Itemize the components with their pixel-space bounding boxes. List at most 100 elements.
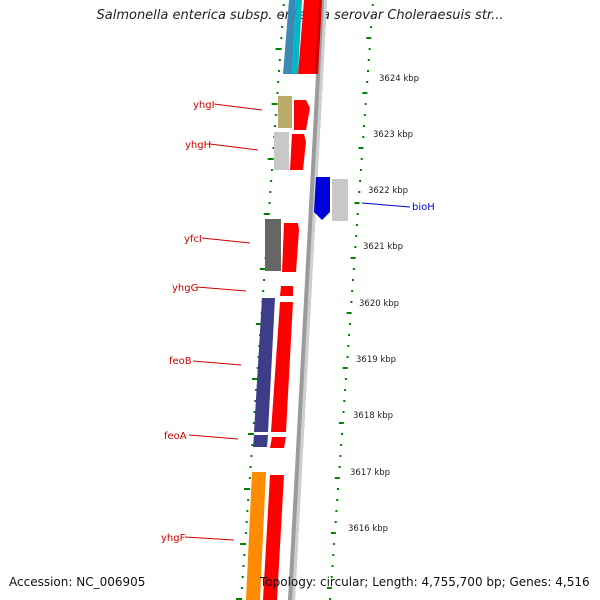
tick-mark: [346, 312, 352, 314]
tick-mark: [342, 367, 348, 369]
tick-mark: [363, 114, 366, 116]
tick-mark: [248, 433, 254, 435]
tick-mark: [269, 191, 272, 193]
tick-mark: [268, 202, 271, 204]
scale-label: 3624 kbp: [379, 74, 419, 84]
tick-mark: [274, 114, 277, 116]
tick-mark: [329, 598, 332, 600]
tick-mark: [252, 422, 255, 424]
tick-mark: [281, 15, 284, 17]
tick-mark: [255, 389, 258, 391]
tick-mark: [262, 290, 265, 292]
tick-mark: [352, 279, 354, 281]
tick-mark: [240, 543, 247, 545]
scale-label: 3617 kbp: [350, 468, 390, 478]
tick-mark: [348, 334, 351, 336]
tick-mark: [362, 92, 368, 94]
tick-mark: [360, 158, 363, 160]
tick-mark: [246, 510, 249, 512]
tick-mark: [366, 81, 369, 83]
scale-label: 3619 kbp: [356, 355, 396, 365]
gene-block-feoA: [253, 435, 286, 448]
gene-block-bioH: [314, 177, 348, 221]
topology-text: Topology: circular; Length: 4,755,700 bp…: [260, 575, 590, 589]
tick-mark: [350, 301, 353, 303]
tick-mark: [351, 290, 354, 292]
label-connectors: [184, 103, 411, 541]
tick-mark: [330, 576, 333, 578]
tick-mark: [236, 598, 243, 600]
gene-block-feoB: [254, 298, 293, 432]
tick-mark: [332, 554, 335, 556]
scale-label: 3618 kbp: [353, 411, 393, 421]
tick-mark: [267, 158, 274, 160]
tick-mark: [255, 323, 262, 325]
tick-mark: [370, 26, 373, 28]
tick-mark: [244, 532, 247, 534]
tick-mark: [348, 323, 351, 325]
tick-mark: [362, 136, 365, 138]
tick-mark: [341, 433, 343, 435]
tick-mark: [338, 422, 344, 424]
tick-mark: [354, 246, 357, 248]
gene-label-yhgG[interactable]: yhgG: [172, 283, 198, 294]
tick-mark: [334, 521, 337, 523]
tick-mark: [249, 466, 252, 468]
tick-mark: [270, 180, 273, 182]
tick-mark: [336, 499, 339, 501]
tick-mark: [270, 169, 273, 171]
gene-label-yhgF[interactable]: yhgF: [161, 533, 186, 544]
tick-mark: [366, 37, 372, 39]
tick-mark: [253, 411, 256, 413]
tick-mark: [338, 466, 341, 468]
gene-block-yhgG: [280, 286, 293, 296]
gene-block-yhgF: [246, 472, 284, 600]
scale-label: 3622 kbp: [368, 186, 408, 196]
tick-mark: [242, 565, 245, 567]
tick-mark: [333, 543, 336, 545]
top-gene-blocks: [283, 0, 322, 74]
tick-mark: [355, 235, 358, 237]
tick-mark: [251, 444, 254, 446]
tick-mark: [244, 488, 250, 490]
tick-mark: [259, 268, 266, 270]
tick-mark: [354, 202, 360, 204]
scale-label: 3623 kbp: [373, 130, 413, 140]
backbone: [288, 0, 327, 600]
tick-mark: [346, 356, 349, 358]
tick-mark: [263, 279, 265, 281]
tick-mark: [334, 477, 340, 479]
tick-mark: [275, 48, 282, 50]
gene-label-yhgH[interactable]: yhgH: [185, 140, 211, 151]
scale-label: 3621 kbp: [363, 242, 403, 252]
scale-labels: 3624 kbp 3623 kbp 3622 kbp 3621 kbp 3620…: [348, 74, 419, 534]
gene-labels: yhgI yhgH yfcI yhgG feoB feoA yhgF bioH: [161, 100, 435, 544]
tick-mark: [278, 59, 281, 61]
tick-mark: [352, 268, 355, 270]
tick-mark: [364, 103, 367, 105]
tick-mark: [358, 147, 364, 149]
tick-mark: [243, 554, 246, 556]
tick-mark: [277, 81, 280, 83]
tick-mark: [271, 103, 278, 105]
tick-mark: [342, 411, 345, 413]
gene-block-yhgH: [274, 132, 306, 170]
gene-block-yhgI: [278, 96, 310, 130]
tick-mark: [250, 455, 253, 457]
gene-label-feoB[interactable]: feoB: [169, 356, 192, 367]
tick-mark: [272, 147, 275, 149]
tick-mark: [370, 15, 373, 17]
tick-mark: [282, 4, 285, 6]
gene-label-feoA[interactable]: feoA: [164, 431, 187, 442]
tick-mark: [363, 125, 365, 127]
tick-mark: [274, 125, 276, 127]
tick-mark: [247, 499, 250, 501]
gene-label-yfcI[interactable]: yfcI: [184, 234, 202, 245]
tick-mark: [347, 345, 350, 347]
gene-label-yhgI[interactable]: yhgI: [193, 100, 215, 111]
gene-label-bioH[interactable]: bioH: [412, 202, 435, 213]
tick-mark: [276, 92, 279, 94]
tick-mark: [337, 488, 339, 490]
right-tick-ring: [326, 4, 374, 600]
